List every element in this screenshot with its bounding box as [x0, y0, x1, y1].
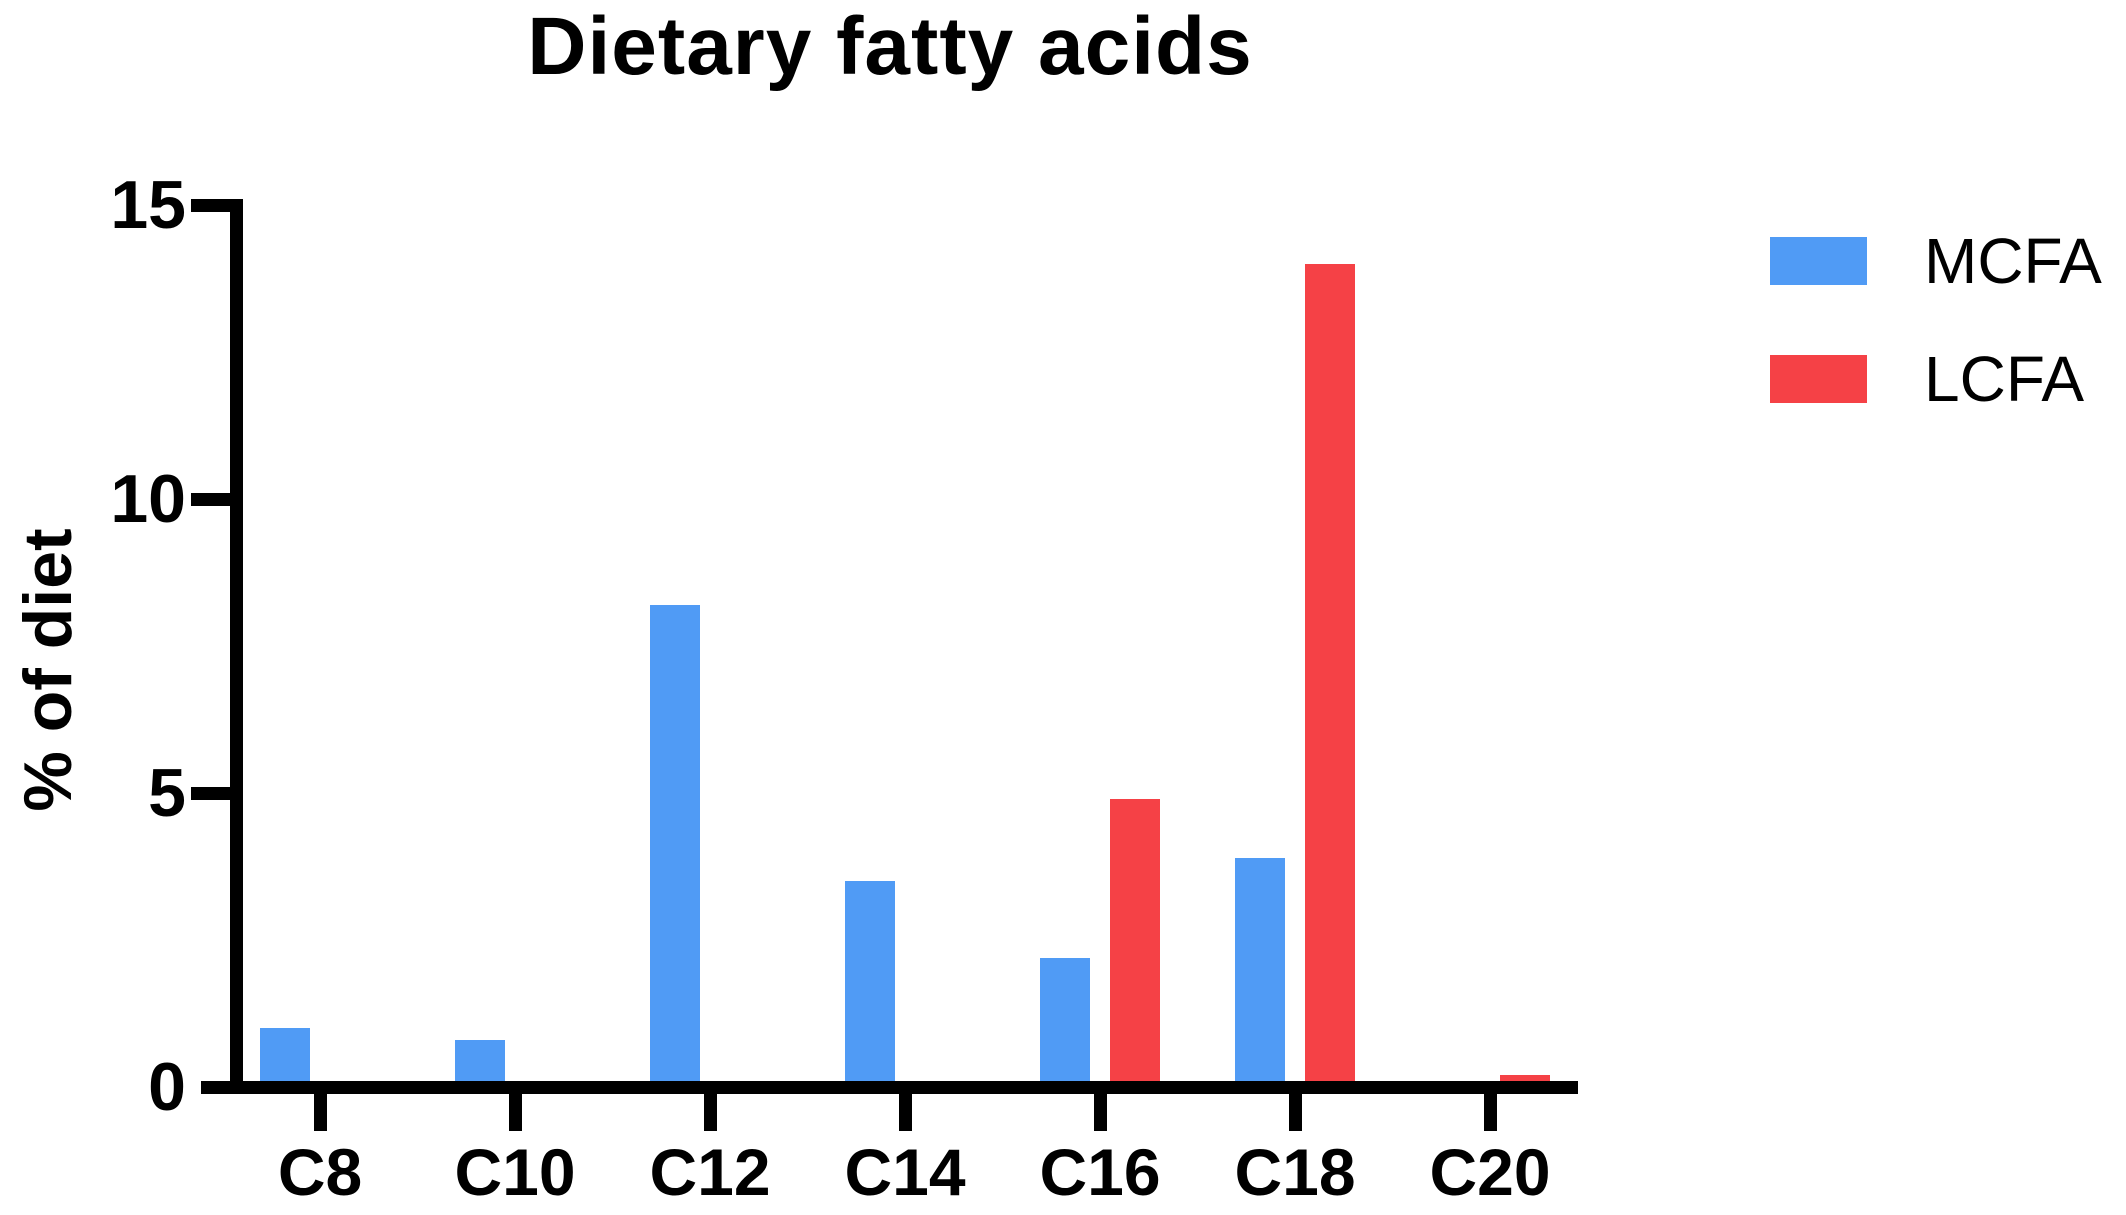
y-tick-label-10: 10: [110, 461, 186, 537]
bar-lcfa-c18: [1305, 263, 1355, 1087]
x-tick-c10: [509, 1094, 522, 1131]
x-tick-label-c14: C14: [844, 1135, 966, 1209]
x-axis-line: [201, 1081, 1578, 1094]
x-tick-label-c12: C12: [649, 1135, 771, 1209]
y-tick-15: [191, 199, 230, 212]
legend-swatch-mcfa: [1770, 237, 1867, 285]
x-tick-label-c18: C18: [1234, 1135, 1356, 1209]
y-tick-10: [191, 493, 230, 506]
bar-mcfa-c10: [455, 1039, 505, 1087]
legend-label-mcfa: MCFA: [1924, 225, 2102, 297]
y-tick-5: [191, 787, 230, 800]
legend-item-lcfa: LCFA: [1770, 343, 2102, 415]
x-tick-label-c10: C10: [454, 1135, 576, 1209]
legend-swatch-lcfa: [1770, 355, 1867, 403]
x-tick-c16: [1094, 1094, 1107, 1131]
bar-mcfa-c16: [1040, 957, 1090, 1087]
x-tick-label-c20: C20: [1429, 1135, 1551, 1209]
y-tick-label-15: 15: [110, 167, 186, 243]
x-tick-c20: [1484, 1094, 1497, 1131]
legend-item-mcfa: MCFA: [1770, 225, 2102, 297]
x-tick-label-c8: C8: [277, 1135, 363, 1209]
bar-mcfa-c18: [1235, 857, 1285, 1087]
bar-lcfa-c16: [1110, 798, 1160, 1087]
x-tick-c14: [899, 1094, 912, 1131]
x-tick-c12: [704, 1094, 717, 1131]
legend-label-lcfa: LCFA: [1924, 343, 2085, 415]
y-axis-line: [230, 199, 243, 1094]
chart-title: Dietary fatty acids: [527, 1, 1253, 92]
legend: MCFA LCFA: [1770, 225, 2102, 473]
x-tick-c18: [1289, 1094, 1302, 1131]
bar-mcfa-c12: [650, 604, 700, 1087]
y-tick-label-5: 5: [148, 755, 186, 831]
x-tick-label-c16: C16: [1039, 1135, 1161, 1209]
y-tick-label-0: 0: [148, 1049, 186, 1125]
bar-mcfa-c8: [260, 1028, 310, 1087]
bar-mcfa-c14: [845, 881, 895, 1087]
x-tick-c8: [314, 1094, 327, 1131]
